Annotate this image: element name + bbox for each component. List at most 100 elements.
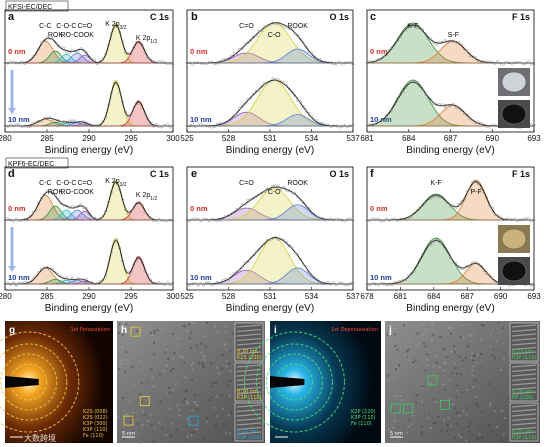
texture-speckle	[225, 365, 228, 368]
raw-data-point	[387, 49, 391, 52]
texture-speckle	[164, 351, 167, 354]
texture-speckle	[404, 354, 407, 357]
raw-data-point	[252, 253, 255, 257]
texture-speckle	[217, 331, 220, 334]
peak-label-sub: 3/2	[120, 182, 127, 188]
texture-speckle	[502, 433, 505, 436]
peak-label: C-O-C	[56, 180, 76, 187]
raw-data-point	[168, 62, 172, 65]
raw-data-point	[379, 282, 383, 285]
raw-data-point	[312, 118, 316, 121]
raw-data-point	[90, 281, 94, 284]
texture-speckle	[500, 368, 503, 371]
raw-data-point	[254, 34, 258, 37]
texture-speckle	[496, 339, 499, 342]
texture-speckle	[190, 434, 193, 437]
raw-data-point	[252, 93, 255, 96]
texture-speckle	[184, 398, 187, 400]
texture-speckle	[397, 364, 400, 367]
raw-data-point	[293, 94, 297, 97]
texture-speckle	[488, 404, 491, 407]
texture-speckle	[165, 434, 168, 437]
lattice-fringe	[236, 337, 262, 342]
raw-data-point	[435, 103, 438, 107]
texture-speckle	[170, 422, 173, 425]
raw-data-point	[440, 195, 444, 199]
raw-data-point	[76, 50, 80, 53]
raw-data-point	[493, 213, 497, 216]
x-tick-label: 295	[124, 292, 138, 301]
raw-data-point	[238, 268, 241, 272]
lattice-fringe	[236, 351, 262, 355]
texture-speckle	[456, 384, 459, 387]
texture-speckle	[390, 410, 393, 413]
raw-data-point	[502, 62, 505, 66]
raw-data-point	[163, 61, 166, 65]
raw-data-point	[20, 282, 24, 285]
raw-data-point	[488, 273, 491, 277]
peak-label: ROOK	[287, 23, 308, 30]
raw-data-point	[93, 59, 96, 63]
inset-spacing: 0.20 nm	[237, 389, 258, 395]
peak-label: K 2p3/2	[105, 21, 127, 31]
texture-speckle	[153, 353, 156, 356]
texture-speckle	[490, 334, 492, 337]
raw-data-point	[160, 282, 164, 286]
texture-speckle	[434, 400, 437, 403]
raw-data-point	[326, 61, 330, 65]
texture-speckle	[460, 373, 463, 376]
raw-data-point	[229, 54, 233, 58]
raw-data-point	[42, 39, 46, 42]
scale-label: 5 nm	[122, 431, 135, 437]
raw-data-point	[6, 125, 10, 128]
raw-data-point	[438, 41, 441, 44]
peak-label: C=O	[78, 180, 93, 187]
raw-data-point	[499, 61, 502, 65]
raw-data-point	[121, 40, 124, 43]
raw-data-point	[65, 204, 68, 208]
peak-label: C-O	[268, 189, 281, 196]
x-axis-label: Binding energy (eV)	[406, 303, 494, 314]
texture-speckle	[507, 397, 510, 400]
raw-data-point	[510, 62, 514, 65]
lattice-fringe	[236, 431, 262, 435]
raw-data-point	[321, 282, 324, 286]
raw-data-point	[307, 207, 311, 210]
raw-data-point	[282, 185, 286, 189]
x-tick-label: 693	[527, 292, 541, 301]
raw-data-point	[504, 218, 508, 221]
raw-data-point	[112, 181, 116, 185]
texture-speckle	[454, 436, 456, 439]
raw-data-point	[310, 115, 313, 118]
raw-data-point	[315, 215, 319, 219]
raw-data-point	[329, 61, 333, 64]
texture-speckle	[500, 439, 503, 442]
raw-data-point	[216, 122, 219, 126]
raw-data-point	[62, 47, 66, 50]
raw-data-point	[490, 61, 494, 64]
texture-speckle	[451, 372, 454, 375]
x-axis-label: Binding energy (eV)	[226, 303, 314, 314]
raw-data-point	[374, 218, 377, 221]
texture-speckle	[153, 329, 156, 332]
raw-data-point	[73, 119, 77, 123]
texture-speckle	[426, 364, 429, 366]
texture-speckle	[145, 331, 147, 334]
texture-speckle	[195, 344, 198, 347]
panel-c: c F 1s 0 nm 10 nm 681 684 687 690 693 Binding ene…	[360, 9, 541, 156]
raw-data-point	[385, 114, 388, 117]
raw-data-point	[440, 241, 444, 245]
raw-data-point	[468, 264, 472, 268]
texture-speckle	[429, 382, 432, 385]
inset-plane: KP (220)	[512, 395, 533, 401]
raw-data-point	[115, 82, 119, 86]
raw-data-point	[62, 203, 66, 207]
raw-data-point	[493, 279, 497, 283]
texture-speckle	[503, 417, 506, 420]
texture-speckle	[172, 357, 175, 360]
inset-plane: K2S (220)	[237, 355, 262, 361]
texture-speckle	[446, 424, 449, 427]
raw-data-point	[326, 280, 330, 284]
scale-label: 5 nm	[390, 431, 403, 437]
raw-data-point	[146, 273, 150, 277]
